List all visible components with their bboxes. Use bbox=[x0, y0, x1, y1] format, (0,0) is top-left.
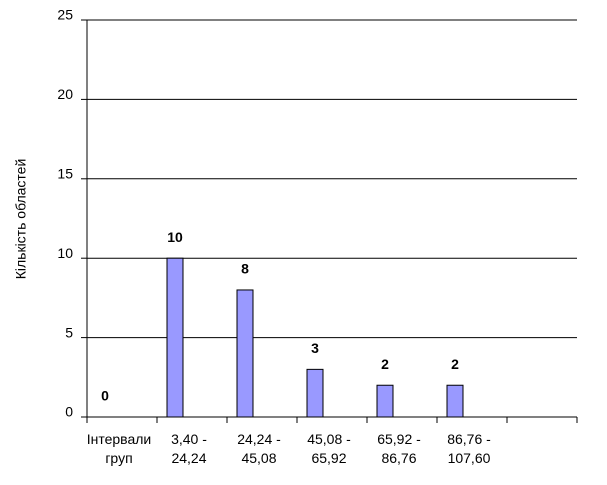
y-tick-label: 5 bbox=[65, 324, 73, 340]
y-tick-label: 20 bbox=[57, 86, 73, 102]
x-tick-label: 86,76 - 107,60 bbox=[447, 431, 491, 466]
x-tick-label: 3,40 - 24,24 bbox=[171, 431, 207, 466]
y-tick-label: 10 bbox=[57, 245, 73, 261]
bar bbox=[446, 384, 464, 418]
data-label: 10 bbox=[167, 229, 183, 245]
x-tick-label: 24,24 - 45,08 bbox=[237, 431, 281, 466]
y-tick-label: 0 bbox=[65, 404, 73, 420]
y-axis-label: Кількість областей bbox=[13, 159, 29, 280]
bar bbox=[166, 257, 184, 418]
bar bbox=[236, 289, 254, 418]
data-label: 8 bbox=[241, 261, 249, 277]
bar bbox=[376, 384, 394, 418]
data-label: 2 bbox=[451, 356, 459, 372]
bar bbox=[306, 368, 324, 418]
x-tick-label: Інтервали груп bbox=[86, 431, 152, 466]
data-label: 0 bbox=[101, 388, 109, 404]
y-tick-label: 15 bbox=[57, 166, 73, 182]
x-tick-label: 65,92 - 86,76 bbox=[377, 431, 421, 466]
data-label: 2 bbox=[381, 356, 389, 372]
data-label: 3 bbox=[311, 340, 319, 356]
y-tick-label: 25 bbox=[57, 7, 73, 23]
x-tick-label: 45,08 - 65,92 bbox=[307, 431, 351, 466]
